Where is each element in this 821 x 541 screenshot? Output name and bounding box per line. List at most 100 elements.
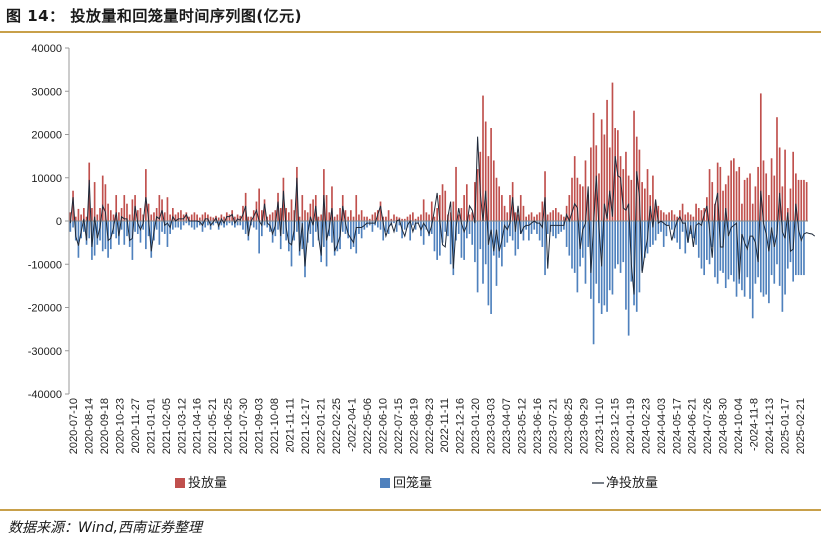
withdraw-bar	[460, 221, 463, 258]
inject-bar	[263, 199, 266, 222]
x-tick-label: -2024-11-8	[749, 398, 761, 451]
x-tick-label: -2022-04-1	[346, 398, 358, 452]
inject-bar	[290, 199, 293, 222]
inject-bar	[803, 179, 805, 221]
inject-bar	[104, 184, 107, 221]
inject-bar	[611, 82, 614, 221]
y-tick-label: -30000	[28, 346, 62, 358]
inject-bar	[695, 203, 697, 221]
inject-bar	[96, 214, 99, 221]
withdraw-bar	[781, 221, 784, 312]
inject-bar	[126, 203, 128, 221]
withdraw-bar	[495, 221, 498, 286]
inject-bar	[250, 216, 252, 221]
withdraw-bar	[606, 221, 608, 312]
inject-bar	[172, 208, 174, 221]
inject-bar	[287, 212, 290, 221]
inject-bar	[120, 208, 123, 221]
inject-bar	[800, 179, 803, 221]
inject-bar	[147, 203, 150, 221]
inject-bar	[223, 216, 225, 221]
withdraw-bar	[711, 221, 714, 247]
withdraw-bar	[649, 221, 652, 247]
inject-bar	[261, 210, 263, 221]
withdraw-bar	[630, 221, 633, 282]
withdraw-bar	[476, 221, 479, 293]
inject-bar	[781, 186, 784, 221]
withdraw-bar	[204, 221, 207, 228]
inject-bar	[436, 208, 438, 221]
inject-bar	[519, 195, 522, 221]
withdraw-bar	[314, 221, 317, 232]
inject-bar	[732, 158, 735, 221]
x-tick-label: 2024-12-13	[764, 398, 776, 454]
x-tick-label: 2020-11-27	[130, 398, 142, 453]
withdraw-bar	[185, 221, 188, 224]
withdraw-bar	[403, 221, 406, 230]
inject-bar	[188, 216, 190, 221]
inject-bar	[258, 188, 260, 221]
withdraw-bar	[695, 221, 697, 245]
withdraw-bar	[619, 221, 622, 273]
inject-bar	[573, 156, 576, 222]
withdraw-bar	[325, 221, 328, 267]
withdraw-bar	[773, 221, 776, 284]
inject-bar	[471, 212, 474, 221]
inject-bar	[797, 179, 800, 221]
withdraw-bar	[528, 221, 530, 241]
withdraw-bar	[136, 221, 139, 234]
withdraw-bar	[530, 221, 533, 234]
withdraw-bar	[134, 221, 136, 232]
x-tick-label: 2022-01-21	[315, 398, 327, 454]
inject-bar	[643, 188, 646, 221]
withdraw-bar	[660, 221, 662, 232]
inject-bar	[145, 169, 147, 221]
x-tick-label: 2020-07-10	[68, 398, 80, 454]
withdraw-bar	[395, 221, 398, 232]
withdraw-bar	[617, 221, 619, 265]
withdraw-bar	[560, 221, 563, 232]
inject-bar	[387, 210, 390, 221]
inject-bar	[487, 156, 490, 222]
inject-bar	[296, 166, 298, 221]
withdraw-bar	[271, 221, 274, 243]
inject-bar	[495, 177, 498, 221]
withdraw-bar	[225, 221, 228, 226]
inject-bar	[657, 205, 660, 221]
withdraw-bar	[161, 221, 163, 232]
withdraw-bar	[131, 221, 134, 260]
inject-bar	[600, 119, 603, 221]
legend-swatch-inject	[175, 478, 185, 488]
inject-bar	[603, 134, 606, 221]
inject-bar	[422, 199, 425, 222]
withdraw-bar	[727, 221, 730, 280]
withdraw-bar	[792, 221, 794, 282]
withdraw-bar	[492, 221, 495, 256]
withdraw-bar	[541, 221, 544, 247]
inject-bar	[490, 128, 492, 221]
inject-bar	[336, 214, 339, 221]
inject-bar	[420, 214, 422, 221]
withdraw-bar	[479, 221, 482, 250]
inject-bar	[382, 216, 385, 221]
withdraw-bar	[174, 221, 177, 228]
inject-bar	[234, 216, 236, 221]
withdraw-bar	[182, 221, 185, 226]
inject-bar	[136, 210, 139, 221]
withdraw-bar	[333, 221, 336, 256]
withdraw-bar	[69, 221, 72, 232]
withdraw-bar	[242, 221, 244, 230]
inject-bar	[784, 149, 786, 221]
withdraw-bar	[482, 221, 484, 284]
inject-bar	[83, 208, 85, 221]
withdraw-bar	[622, 221, 625, 263]
inject-bar	[271, 212, 274, 221]
withdraw-bar	[382, 221, 385, 241]
withdraw-bar	[409, 221, 412, 241]
withdraw-bar	[166, 221, 169, 247]
inject-bar	[403, 218, 406, 221]
withdraw-bar	[676, 221, 679, 243]
inject-bar	[344, 210, 347, 221]
withdraw-bar	[625, 221, 627, 310]
inject-bar	[177, 212, 180, 221]
